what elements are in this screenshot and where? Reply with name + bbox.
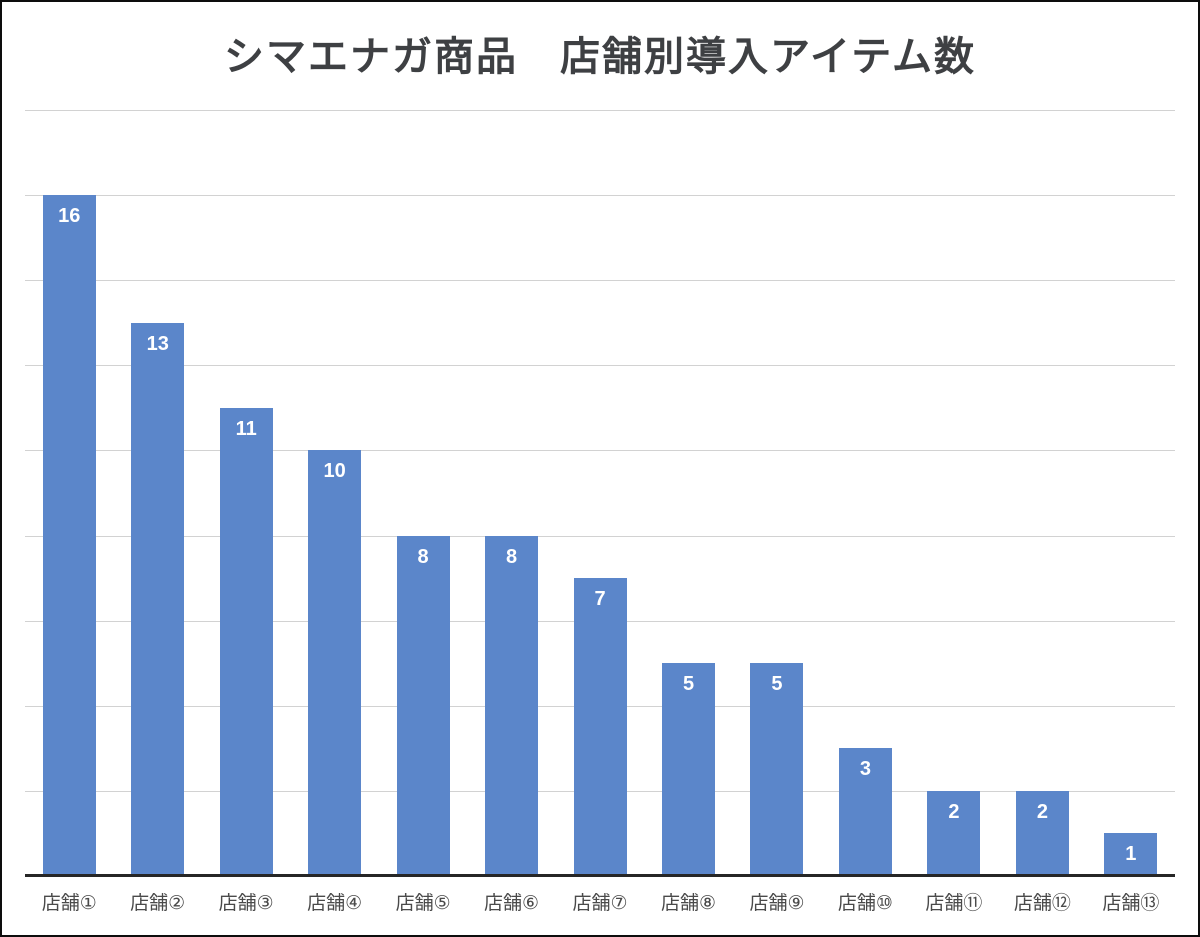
bar-slot: 16 bbox=[25, 110, 113, 876]
gridline-y-16 bbox=[25, 195, 1175, 197]
bar-1: 16 bbox=[42, 195, 96, 876]
chart-title: シマエナガ商品 店舗別導入アイテム数 bbox=[224, 35, 976, 79]
bar-slot: 1 bbox=[1087, 110, 1175, 876]
bar-13: 1 bbox=[1104, 833, 1158, 876]
bar-slot: 11 bbox=[202, 110, 290, 876]
x-axis-label: 店舗⑥ bbox=[484, 893, 540, 914]
x-axis-label: 店舗① bbox=[41, 893, 97, 914]
bar-10: 3 bbox=[838, 748, 892, 876]
x-axis-line bbox=[25, 874, 1175, 877]
bar-slot: 8 bbox=[467, 110, 555, 876]
x-axis-label: 店舗⑨ bbox=[749, 893, 805, 914]
bar-value-label: 5 bbox=[682, 673, 695, 696]
bar-3: 11 bbox=[219, 407, 273, 876]
x-axis-label: 店舗⑫ bbox=[1013, 893, 1071, 914]
bar-12: 2 bbox=[1015, 790, 1069, 876]
x-axis-label: 店舗⑩ bbox=[837, 893, 893, 914]
gridline-y-10 bbox=[25, 450, 1175, 452]
gridline-y-14 bbox=[25, 280, 1175, 282]
bar-value-label: 1 bbox=[1125, 843, 1137, 866]
bar-9: 5 bbox=[750, 663, 804, 876]
x-axis-label: 店舗⑦ bbox=[572, 893, 628, 914]
x-axis-label: 店舗⑤ bbox=[395, 893, 451, 914]
bar-slot: 3 bbox=[821, 110, 909, 876]
bar-value-label: 10 bbox=[323, 460, 346, 483]
x-axis-label: 店舗⑬ bbox=[1102, 893, 1160, 914]
bar-value-label: 3 bbox=[859, 758, 872, 781]
bar-8: 5 bbox=[662, 663, 716, 876]
bar-value-label: 2 bbox=[948, 800, 960, 823]
gridline-y-8 bbox=[25, 535, 1175, 537]
bar-slot: 7 bbox=[556, 110, 644, 876]
bar-value-label: 8 bbox=[417, 545, 429, 568]
bar-7: 7 bbox=[573, 578, 627, 876]
x-axis-label: 店舗⑧ bbox=[660, 893, 717, 914]
bar-slot: 5 bbox=[733, 110, 821, 876]
gridline-y-12 bbox=[25, 365, 1175, 367]
bar-slot: 10 bbox=[290, 110, 378, 876]
bar-value-label: 8 bbox=[506, 545, 518, 568]
bar-value-label: 13 bbox=[146, 332, 169, 355]
bar-value-label: 5 bbox=[771, 673, 783, 696]
bar-value-label: 16 bbox=[58, 205, 81, 228]
bar-value-label: 11 bbox=[235, 417, 257, 440]
x-axis-label: 店舗③ bbox=[218, 893, 274, 914]
gridline-y-18 bbox=[25, 110, 1175, 111]
x-axis-label: 店舗④ bbox=[307, 893, 363, 914]
bar-4: 10 bbox=[308, 450, 362, 876]
bar-slot: 2 bbox=[910, 110, 998, 876]
bar-slot: 8 bbox=[379, 110, 467, 876]
bar-6: 8 bbox=[485, 535, 539, 876]
bars: 16 13 11 10 8 8 7 5 5 3 2 2 1 bbox=[25, 110, 1175, 876]
bar-value-label: 2 bbox=[1036, 800, 1048, 823]
bar-slot: 5 bbox=[644, 110, 732, 876]
x-axis-labels: 店舗① 店舗② 店舗③ 店舗④ 店舗⑤ 店舗⑥ 店舗⑦ 店舗⑧ 店舗⑨ 店舗⑩ 店舗⑪ 店舗⑫ 店舗⑬ bbox=[25, 891, 1175, 917]
bar-slot: 2 bbox=[998, 110, 1086, 876]
bar-2: 13 bbox=[131, 322, 185, 876]
bar-5: 8 bbox=[396, 535, 450, 876]
x-axis-label: 店舗⑪ bbox=[925, 893, 983, 914]
bar-slot: 13 bbox=[113, 110, 201, 876]
bar-11: 2 bbox=[927, 790, 981, 876]
x-axis-label: 店舗② bbox=[130, 893, 186, 914]
plot-area: 16 13 11 10 8 8 7 5 5 3 2 2 1 bbox=[25, 110, 1175, 876]
bar-value-label: 7 bbox=[594, 588, 606, 611]
